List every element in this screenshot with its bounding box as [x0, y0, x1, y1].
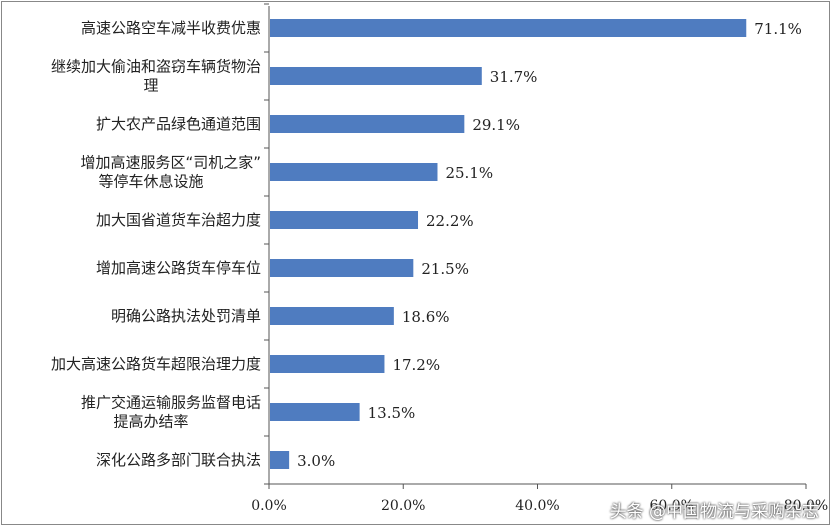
- bar: [270, 355, 385, 373]
- data-label: 25.1%: [445, 164, 493, 182]
- bar: [270, 19, 747, 37]
- category-label: 加大国省道货车治超力度: [96, 211, 261, 229]
- category-label: 理: [143, 77, 158, 95]
- category-label: 深化公路多部门联合执法: [96, 451, 261, 469]
- bar: [270, 163, 438, 181]
- category-label: 继续加大偷油和盗窃车辆货物治: [51, 58, 261, 76]
- category-label: 加大高速公路货车超限治理力度: [51, 355, 261, 373]
- category-label: 增加高速服务区“司机之家”: [80, 154, 261, 172]
- category-label: 扩大农产品绿色通道范围: [96, 115, 261, 133]
- category-label: 等停车休息设施: [98, 173, 203, 191]
- bar: [270, 211, 419, 229]
- category-label: 明确公路执法处罚清单: [111, 307, 261, 325]
- watermark-text: 头条 @中国物流与采购杂志: [609, 502, 819, 522]
- category-label: 提高办结率: [113, 413, 188, 431]
- data-label: 17.2%: [392, 356, 440, 374]
- x-tick-label: 20.0%: [381, 498, 425, 514]
- x-tick-label: 60.0%: [650, 498, 694, 514]
- data-label: 21.5%: [421, 260, 469, 278]
- bar: [270, 451, 290, 469]
- data-label: 29.1%: [472, 116, 520, 134]
- bar: [270, 115, 465, 133]
- data-label: 31.7%: [490, 68, 538, 86]
- category-label: 增加高速公路货车停车位: [96, 259, 261, 277]
- category-label: 推广交通运输服务监督电话: [81, 394, 261, 412]
- bar: [270, 307, 394, 325]
- data-label: 71.1%: [754, 20, 802, 38]
- data-label: 13.5%: [368, 404, 416, 422]
- x-tick-label: 40.0%: [515, 498, 559, 514]
- category-label: 高速公路空车减半收费优惠: [81, 19, 261, 37]
- bar: [270, 403, 360, 421]
- bar: [270, 67, 482, 85]
- bar: [270, 259, 414, 277]
- data-label: 3.0%: [297, 452, 335, 470]
- x-tick-label: 0.0%: [251, 498, 287, 514]
- data-label: 18.6%: [402, 308, 450, 326]
- data-label: 22.2%: [426, 212, 474, 230]
- x-tick-label: 80.0%: [784, 498, 828, 514]
